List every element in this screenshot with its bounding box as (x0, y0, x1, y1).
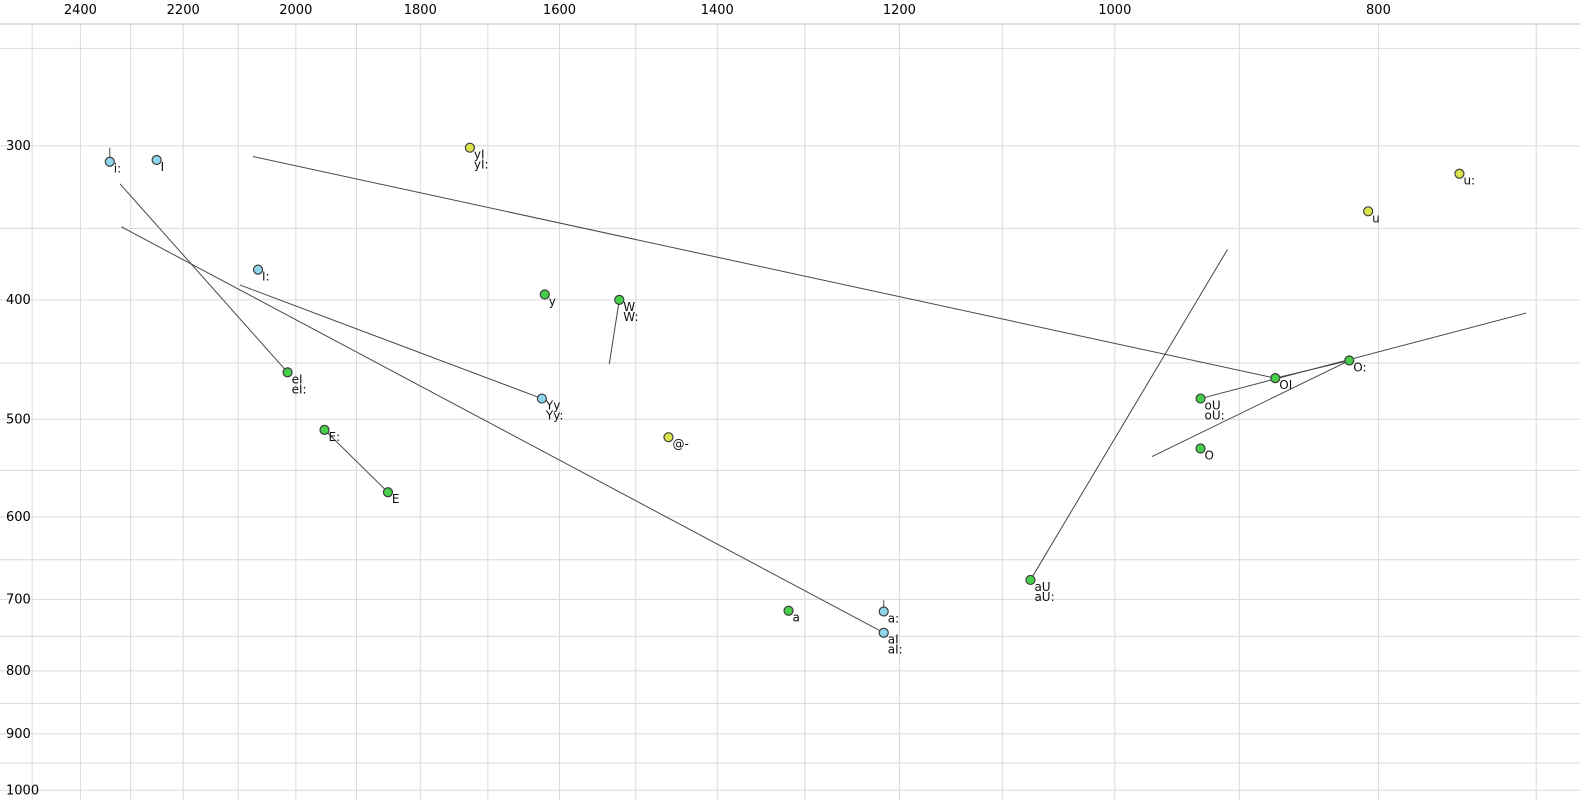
vowel-point-E: (319, 424, 330, 436)
vowel-label: u (1372, 211, 1380, 225)
vowel-label: oU (1205, 399, 1221, 413)
vowel-point-I (151, 154, 162, 166)
vowel-label: OI (1279, 378, 1292, 392)
vowel-point-O (1195, 443, 1206, 454)
y-axis-tick-label: 800 (6, 664, 31, 679)
W-trajectory (608, 299, 620, 365)
y-axis-tick-label: 600 (6, 510, 31, 525)
vowel-point-oU (1195, 393, 1206, 404)
vowel-label: aI (888, 633, 899, 647)
x-axis-tick-label: 1800 (404, 3, 437, 18)
vowel-point-a: (878, 606, 889, 617)
vowel-label: W (623, 300, 635, 314)
vowel-point-aI (878, 627, 889, 638)
vowel-point-O: (1344, 355, 1355, 366)
vowel-label: I (161, 160, 165, 174)
x-axis-tick-label: 1200 (883, 3, 916, 18)
vowel-point-OI (1270, 373, 1281, 384)
OI-trajectory (252, 156, 1276, 379)
eI-trajectory (119, 183, 288, 373)
y-axis-tick-label: 1000 (6, 783, 39, 798)
vowel-point-i: (104, 156, 115, 167)
x-axis-tick-label: 2400 (64, 3, 97, 18)
vowel-label: yI: (474, 158, 489, 172)
y-axis-tick-label: 700 (6, 592, 31, 607)
vowel-label: yI (474, 148, 485, 162)
vowel-point-@- (663, 432, 674, 443)
y-axis-tick-label: 400 (6, 293, 31, 308)
vowel-label: O (1205, 448, 1214, 462)
vowel-point-u (1363, 206, 1374, 217)
x-axis-tick-label: 1400 (701, 3, 734, 18)
vowel-label: E: (329, 430, 341, 444)
vowel-label: oU: (1205, 409, 1225, 423)
vowel-point-a (783, 605, 794, 616)
x-axis-tick-label: 2000 (279, 3, 312, 18)
aU-trajectory (1030, 249, 1228, 581)
vowel-label: a (793, 611, 800, 625)
vowel-label: a: (888, 611, 899, 625)
vowel-point-W (614, 294, 625, 305)
x-axis-tick-label: 1600 (543, 3, 576, 18)
vowel-label: eI: (292, 382, 307, 396)
aI-trajectory (121, 226, 884, 634)
vowel-point-yI (464, 142, 476, 153)
vowel-point-Yy (536, 393, 547, 404)
vowel-point-I: (252, 264, 264, 275)
vowel-label: Yy: (545, 409, 564, 423)
vowel-label: aI: (888, 643, 903, 657)
vowel-label: Yy (545, 399, 560, 413)
x-axis-tick-label: 2200 (167, 3, 200, 18)
OI-to-O-long (1275, 360, 1350, 379)
vowel-label: I: (262, 270, 270, 284)
vowel-label: @- (672, 437, 688, 451)
O-long-trajectory (1151, 360, 1350, 457)
E-long-to-E (324, 429, 389, 493)
vowel-label: aU: (1034, 590, 1054, 604)
x-axis-tick-label: 1000 (1098, 3, 1131, 18)
vowel-point-E (382, 487, 394, 498)
vowel-point-y (539, 289, 550, 300)
vowel-label: aU (1034, 580, 1050, 594)
y-axis-tick-label: 300 (6, 139, 31, 154)
vowel-point-aU (1025, 574, 1036, 586)
x-axis-tick-label: 800 (1366, 3, 1391, 18)
y-axis-tick-label: 900 (6, 727, 31, 742)
vowel-label: W: (623, 310, 638, 324)
vowel-label: y (549, 294, 556, 308)
vowel-label: u: (1463, 174, 1475, 188)
vowel-label: O: (1353, 361, 1366, 375)
vowel-label: eI (292, 372, 303, 386)
vowel-label: i: (114, 162, 121, 176)
vowel-label: E (392, 492, 400, 506)
Yy-trajectory (239, 284, 543, 400)
vowel-point-u: (1454, 168, 1465, 179)
y-axis-tick-label: 500 (6, 412, 31, 427)
vowel-point-eI (282, 367, 293, 378)
oU-trajectory (1200, 312, 1527, 400)
